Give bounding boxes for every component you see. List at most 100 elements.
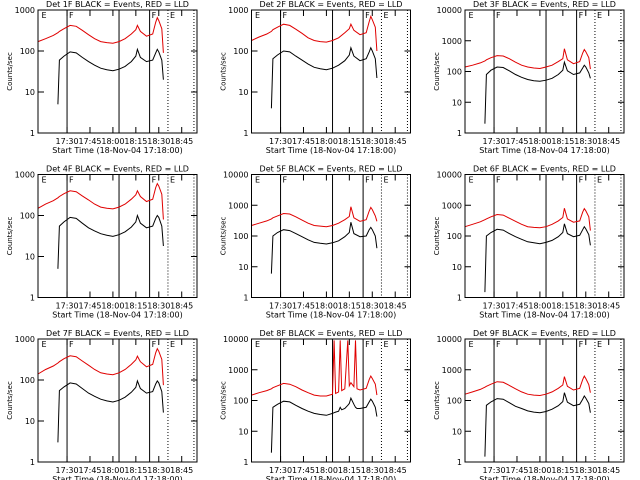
series-line xyxy=(270,46,378,109)
x-axis-label: Start Time (18-Nov-04 17:18:00) xyxy=(479,311,609,320)
panel-title: Det 8F BLACK = Events, RED = LLD xyxy=(260,329,403,338)
y-axis-label: Counts/sec xyxy=(220,381,228,420)
series-line xyxy=(484,392,591,457)
x-tick-label: 17:45 xyxy=(292,137,315,146)
x-tick-label: 18:15 xyxy=(124,137,147,146)
x-axis-label: Start Time (18-Nov-04 17:18:00) xyxy=(52,146,182,155)
x-tick-label: 18:00 xyxy=(528,302,551,311)
plot-frame xyxy=(464,9,625,134)
series-line xyxy=(464,207,591,231)
x-axis-label: Start Time (18-Nov-04 17:18:00) xyxy=(52,311,182,320)
marker-label: F xyxy=(579,11,584,20)
y-tick-label: 100 xyxy=(447,68,462,77)
x-tick-label: 18:00 xyxy=(315,466,338,475)
x-tick-label: 18:30 xyxy=(147,137,170,146)
series-line xyxy=(57,47,164,105)
x-tick-label: 18:30 xyxy=(361,302,384,311)
marker-label: E xyxy=(469,340,474,349)
marker-label: E xyxy=(170,340,175,349)
panel-title: Det 3F BLACK = Events, RED = LLD xyxy=(473,0,616,9)
y-axis-label: Counts/sec xyxy=(433,52,441,91)
marker-label: F xyxy=(283,11,288,20)
x-tick-label: 18:45 xyxy=(384,466,407,475)
marker-label: E xyxy=(597,11,602,20)
y-tick-label: 10 xyxy=(238,427,248,436)
x-tick-label: 18:00 xyxy=(101,137,124,146)
y-tick-label: 10000 xyxy=(223,171,248,180)
series-line xyxy=(251,14,378,52)
marker-label: F xyxy=(365,11,370,20)
x-tick-label: 17:30 xyxy=(269,302,292,311)
panel: Det 5F BLACK = Events, RED = LLD Start Ti… xyxy=(220,165,411,320)
x-tick-label: 18:30 xyxy=(574,137,597,146)
plot-frame xyxy=(37,174,198,298)
y-tick-label: 10 xyxy=(238,263,248,272)
marker-label: F xyxy=(365,176,370,185)
marker-label: E xyxy=(469,11,474,20)
x-tick-label: 18:15 xyxy=(338,137,361,146)
series-line xyxy=(270,396,378,453)
y-tick-label: 100 xyxy=(20,47,35,56)
y-tick-label: 10 xyxy=(452,427,462,436)
x-axis-label: Start Time (18-Nov-04 17:18:00) xyxy=(479,475,609,480)
y-tick-label: 1 xyxy=(243,458,248,467)
series-line xyxy=(484,223,591,293)
plot-frame xyxy=(251,174,411,298)
series-line xyxy=(37,182,164,220)
marker-label: E xyxy=(170,176,175,185)
panel-title: Det 2F BLACK = Events, RED = LLD xyxy=(260,0,403,9)
panel: Det 9F BLACK = Events, RED = LLD Start Ti… xyxy=(433,329,625,480)
x-axis-label: Start Time (18-Nov-04 17:18:00) xyxy=(266,475,396,480)
series-line xyxy=(251,206,378,228)
y-tick-label: 1000 xyxy=(15,6,35,15)
x-tick-label: 18:00 xyxy=(528,137,551,146)
marker-label: E xyxy=(383,176,388,185)
y-tick-label: 1 xyxy=(30,458,35,467)
y-tick-label: 10000 xyxy=(437,6,462,15)
marker-label: F xyxy=(283,340,288,349)
marker-label: E xyxy=(42,11,47,20)
marker-label: F xyxy=(365,340,370,349)
y-tick-label: 1000 xyxy=(228,366,248,375)
y-tick-label: 1000 xyxy=(442,366,462,375)
y-tick-label: 1 xyxy=(30,129,35,138)
x-tick-label: 18:15 xyxy=(338,466,361,475)
y-axis-label: Counts/sec xyxy=(6,52,14,91)
x-tick-label: 17:45 xyxy=(505,302,528,311)
x-axis-label: Start Time (18-Nov-04 17:18:00) xyxy=(266,311,396,320)
series-line xyxy=(37,347,164,386)
x-tick-label: 18:30 xyxy=(147,302,170,311)
marker-label: F xyxy=(579,340,584,349)
x-tick-label: 17:30 xyxy=(483,466,506,475)
marker-label: F xyxy=(152,11,157,20)
plot-frame xyxy=(464,174,625,298)
x-axis-label: Start Time (18-Nov-04 17:18:00) xyxy=(52,475,182,480)
y-tick-label: 10000 xyxy=(223,335,248,344)
y-axis-label: Counts/sec xyxy=(433,217,441,256)
marker-label: E xyxy=(597,340,602,349)
y-tick-label: 1000 xyxy=(15,335,35,344)
panel-title: Det 7F BLACK = Events, RED = LLD xyxy=(46,329,189,338)
x-tick-label: 17:45 xyxy=(505,137,528,146)
x-tick-label: 18:45 xyxy=(170,302,193,311)
marker-label: E xyxy=(255,176,260,185)
series-line xyxy=(57,213,164,269)
x-tick-label: 18:00 xyxy=(315,137,338,146)
y-tick-label: 100 xyxy=(20,376,35,385)
x-tick-label: 18:45 xyxy=(597,466,620,475)
x-tick-label: 18:15 xyxy=(338,302,361,311)
y-tick-label: 1 xyxy=(457,294,462,303)
panel-title: Det 9F BLACK = Events, RED = LLD xyxy=(473,329,616,338)
y-tick-label: 10 xyxy=(25,417,35,426)
x-tick-label: 17:30 xyxy=(269,137,292,146)
y-axis-label: Counts/sec xyxy=(433,381,441,420)
x-tick-label: 17:45 xyxy=(78,466,101,475)
y-axis-label: Counts/sec xyxy=(6,381,14,420)
x-tick-label: 18:45 xyxy=(170,137,193,146)
marker-label: F xyxy=(496,11,501,20)
marker-label: F xyxy=(579,176,584,185)
marker-label: E xyxy=(383,11,388,20)
marker-label: F xyxy=(152,340,157,349)
